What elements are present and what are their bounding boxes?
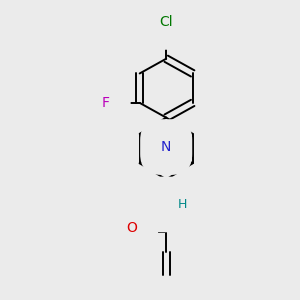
Text: H: H (178, 198, 187, 211)
Text: O: O (126, 221, 137, 235)
Text: F: F (102, 96, 110, 110)
Text: Cl: Cl (159, 15, 173, 29)
Text: N: N (161, 140, 171, 154)
Text: N: N (161, 197, 171, 212)
